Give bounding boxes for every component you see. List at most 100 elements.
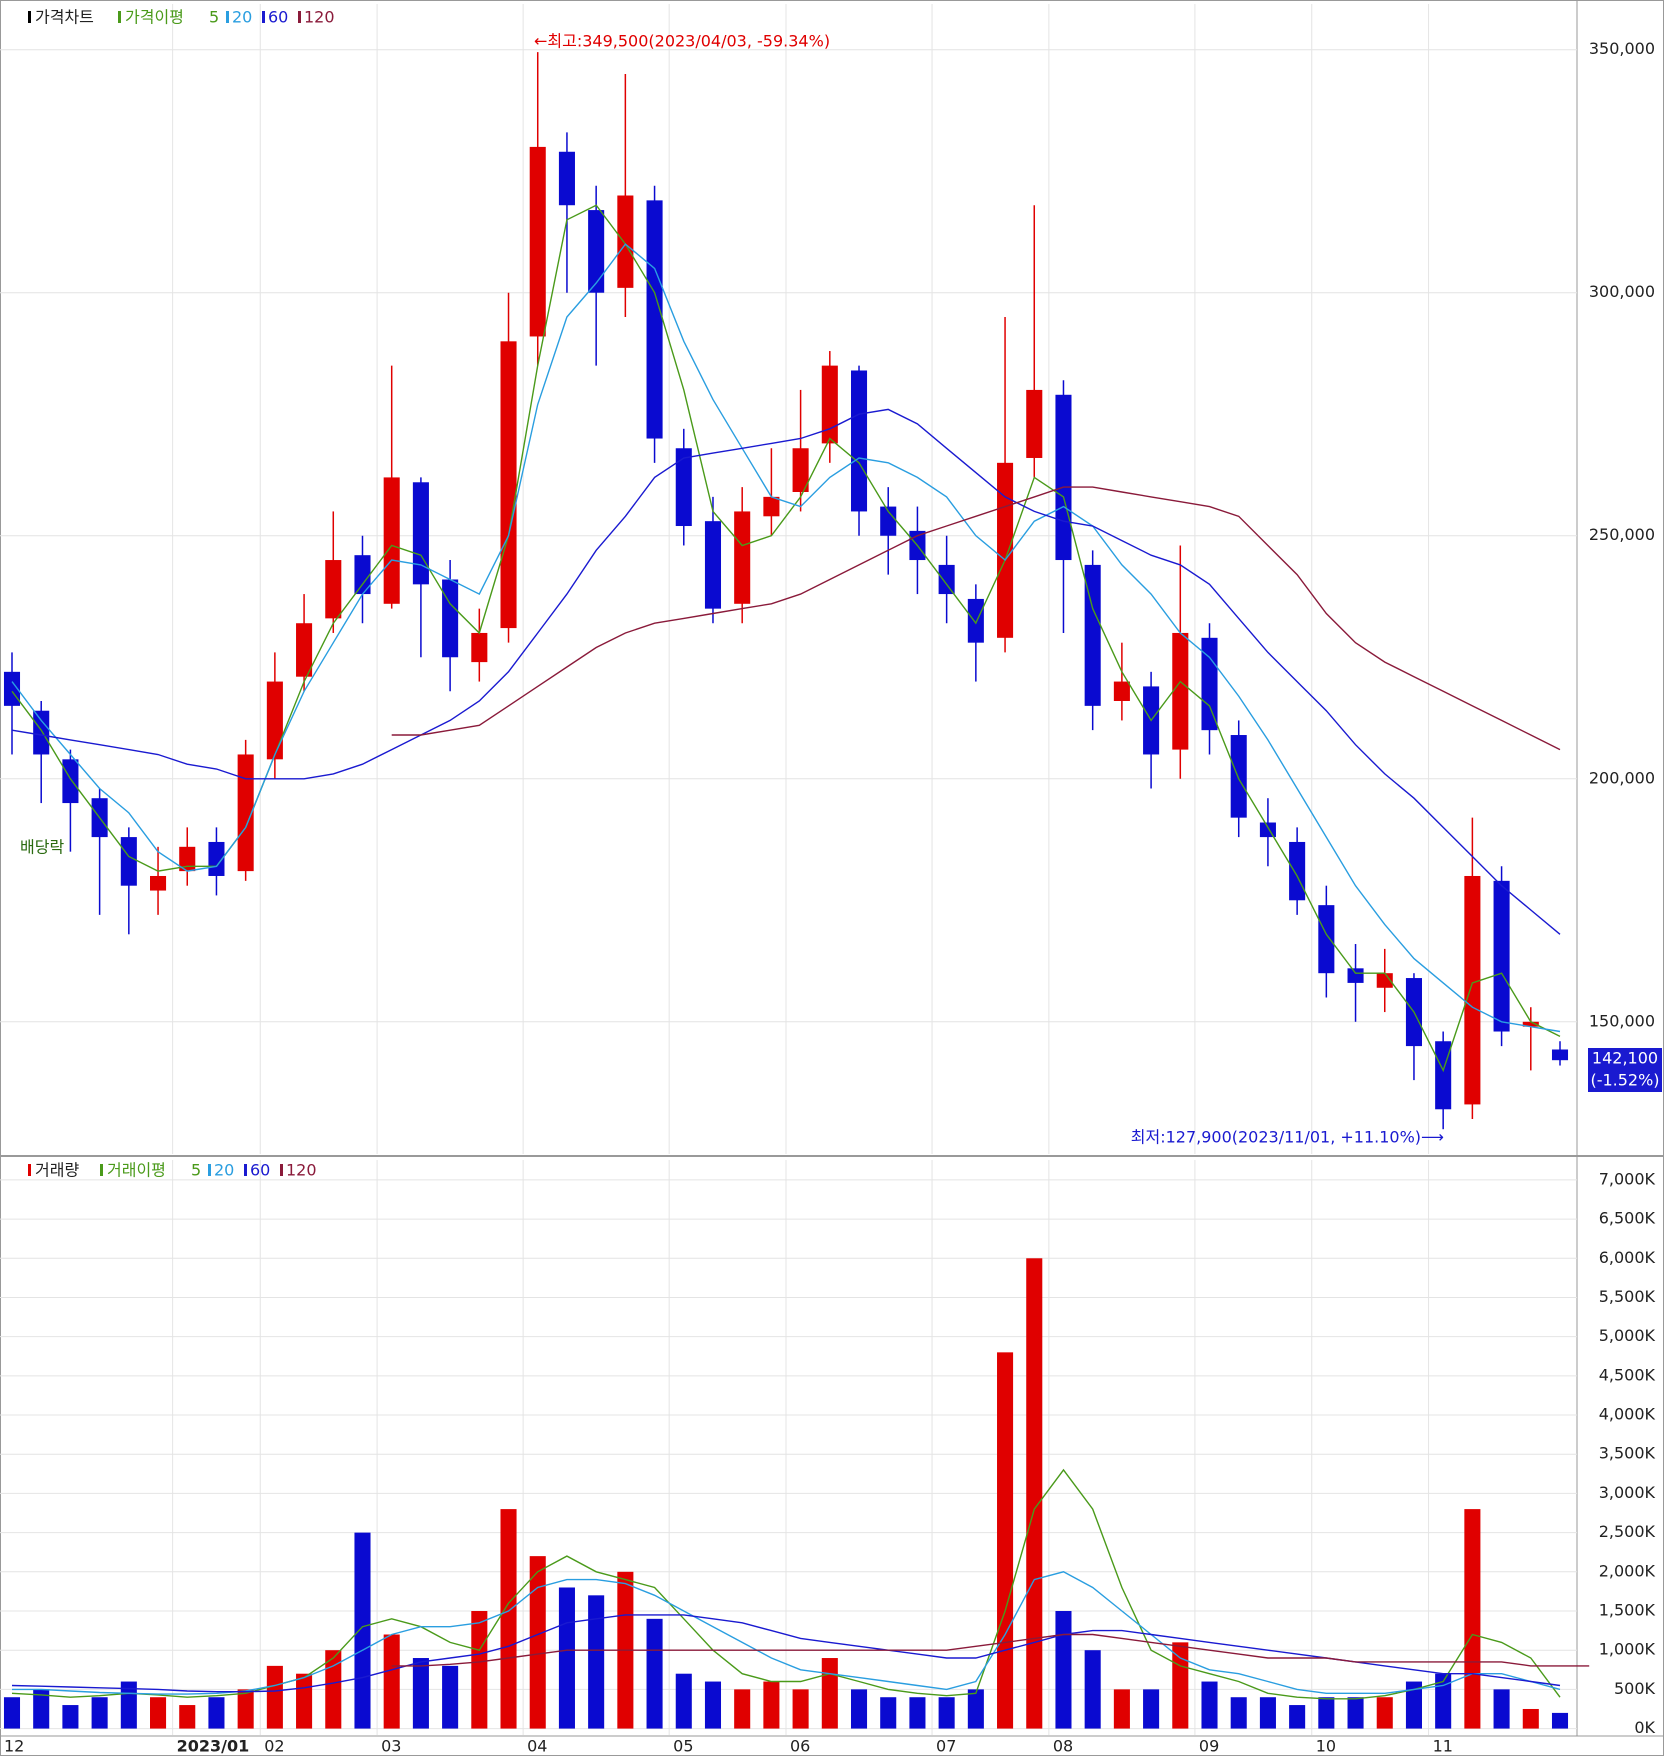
candle-body — [412, 482, 429, 585]
candle-body — [763, 496, 780, 517]
candle-body — [1376, 973, 1393, 988]
volume-bar — [208, 1697, 225, 1729]
candle-body — [1172, 632, 1189, 750]
volume-bar — [967, 1689, 984, 1729]
volume-bar — [558, 1587, 575, 1729]
volume-bar — [266, 1665, 283, 1729]
candle-body — [325, 560, 342, 619]
candle-body — [734, 511, 751, 604]
legend-marker — [118, 11, 121, 23]
y-tick-label: 250,000 — [1589, 525, 1655, 544]
volume-bar — [529, 1556, 546, 1729]
candle-body — [675, 448, 692, 527]
y-tick-label: 1,000K — [1599, 1640, 1656, 1659]
legend-title: 거래량 — [35, 1161, 79, 1180]
volume-bar — [588, 1595, 605, 1729]
last-price-box — [1588, 1048, 1662, 1092]
legend-marker — [28, 11, 31, 23]
volume-bar — [1201, 1681, 1218, 1729]
volume-bar — [500, 1509, 517, 1729]
candle-body — [1230, 735, 1247, 818]
y-tick-label: 5,500K — [1599, 1287, 1656, 1306]
volume-bar — [938, 1697, 955, 1729]
candle-body — [150, 875, 167, 891]
volume-bar — [1522, 1708, 1539, 1729]
candle-body — [1084, 564, 1101, 706]
volume-bar — [880, 1697, 897, 1729]
low-annotation: 최저:127,900(2023/11/01, +11.10%)⟶ — [1131, 1128, 1444, 1147]
x-tick-label: 11 — [1433, 1737, 1453, 1756]
legend-entry: 60 — [250, 1161, 270, 1180]
y-tick-label: 1,500K — [1599, 1601, 1656, 1620]
y-tick-label: 5,000K — [1599, 1326, 1656, 1345]
volume-bar — [62, 1705, 79, 1729]
candle-body — [1201, 637, 1218, 731]
volume-bar — [91, 1697, 108, 1729]
last-change: (-1.52%) — [1590, 1071, 1659, 1090]
x-tick-label: 02 — [264, 1737, 284, 1756]
moving-average — [12, 1571, 1561, 1695]
high-annotation: ←최고:349,500(2023/04/03, -59.34%) — [534, 32, 830, 51]
legend-ma-label: 거래이평 — [107, 1161, 166, 1180]
legend-marker — [28, 1164, 31, 1176]
volume-bar — [325, 1650, 342, 1729]
moving-average — [391, 1633, 1590, 1667]
x-tick-label: 09 — [1199, 1737, 1219, 1756]
legend-marker — [262, 11, 265, 23]
y-tick-label: 3,500K — [1599, 1444, 1656, 1463]
candle-body — [383, 477, 400, 604]
volume-bar — [150, 1697, 167, 1729]
mark-layer: 150,000 200,000 250,000 300,000 350,000 0K 500… — [3, 39, 1656, 1756]
legend-entry: 5 — [209, 8, 219, 27]
candle-body — [296, 623, 313, 677]
legend-entry: 120 — [286, 1161, 317, 1180]
candle-body — [1026, 389, 1043, 458]
legend-marker — [226, 11, 229, 23]
volume-bar — [792, 1689, 809, 1729]
legend-marker — [298, 11, 301, 23]
candle-body — [821, 365, 838, 444]
y-tick-label: 4,500K — [1599, 1365, 1656, 1384]
volume-bar — [734, 1689, 751, 1729]
volume-bar — [1405, 1681, 1422, 1729]
volume-bar — [1493, 1689, 1510, 1729]
candle-body — [1055, 394, 1072, 561]
candle-body — [266, 681, 283, 760]
volume-bar — [1259, 1697, 1276, 1729]
candle-body — [1493, 880, 1510, 1032]
y-tick-label: 2,000K — [1599, 1561, 1656, 1580]
candle-body — [529, 146, 546, 337]
candle-body — [120, 837, 137, 886]
volume-bar — [1113, 1689, 1130, 1729]
candle-body — [1522, 1021, 1539, 1027]
candle-body — [237, 754, 254, 872]
y-tick-label: 3,000K — [1599, 1483, 1656, 1502]
volume-bar — [1026, 1258, 1043, 1729]
volume-bar — [471, 1611, 488, 1729]
candle-body — [704, 521, 722, 609]
volume-bar — [442, 1665, 459, 1729]
volume-bar — [1318, 1697, 1335, 1729]
candle-body — [938, 564, 955, 595]
volume-bar — [1084, 1650, 1101, 1729]
x-tick-label: 10 — [1316, 1737, 1336, 1756]
x-tick-label: 03 — [381, 1737, 401, 1756]
candle-body — [880, 506, 897, 536]
x-tick-label: 07 — [936, 1737, 956, 1756]
candle-body — [1318, 905, 1335, 974]
y-tick-label: 4,000K — [1599, 1405, 1656, 1424]
volume-bar — [646, 1618, 663, 1729]
candle-body — [967, 598, 984, 643]
candle-body — [62, 759, 79, 804]
volume-bar — [1376, 1697, 1393, 1729]
legend-entry: 5 — [191, 1161, 201, 1180]
moving-average — [11, 408, 1561, 935]
legend-marker — [280, 1164, 283, 1176]
candle-body — [646, 200, 663, 439]
volume-bar — [763, 1681, 780, 1729]
candle-body — [442, 579, 459, 658]
x-tick-label: 08 — [1053, 1737, 1073, 1756]
volume-bar — [1143, 1689, 1160, 1729]
y-tick-label: 200,000 — [1589, 768, 1655, 787]
